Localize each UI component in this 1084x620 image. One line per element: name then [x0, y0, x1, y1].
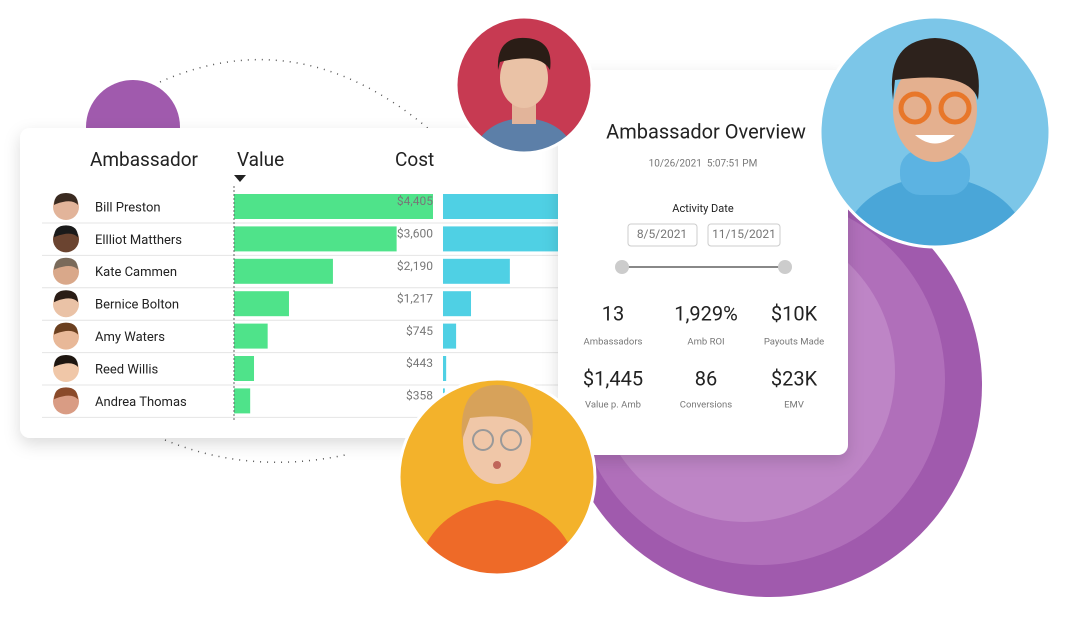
photo-border — [454, 15, 594, 155]
filter-label: Activity Date — [672, 202, 734, 215]
ambassador-name: Kate Cammen — [95, 265, 177, 280]
avatar-hair — [54, 355, 78, 367]
column-header[interactable]: Value — [237, 148, 284, 171]
photo-border — [397, 377, 597, 577]
date-input[interactable] — [627, 223, 698, 247]
kpi-label: Ambassadors — [584, 337, 643, 348]
value-bar — [234, 194, 433, 219]
slider-handle[interactable] — [778, 260, 792, 274]
value-label: $745 — [406, 324, 433, 338]
avatar-hair — [54, 387, 78, 400]
value-label: $1,217 — [397, 291, 433, 305]
ambassador-name: Bill Preston — [95, 200, 161, 215]
avatar-hair — [54, 257, 78, 270]
overview-card — [558, 70, 848, 455]
value-bar — [234, 356, 255, 381]
value-label: $358 — [406, 389, 433, 403]
ambassador-name: Reed Willis — [95, 362, 159, 377]
avatar-hair — [54, 322, 78, 335]
date-from: 8/5/2021 — [637, 227, 687, 241]
kpi-label: Amb ROI — [687, 337, 724, 348]
avatar-hair — [54, 193, 78, 205]
kpi-value: $1,445 — [583, 366, 643, 390]
slider-handle[interactable] — [615, 260, 629, 274]
column-header: Ambassador — [90, 148, 199, 171]
kpi-label: Payouts Made — [764, 337, 824, 348]
kpi-value: $23K — [771, 366, 818, 390]
value-bar — [234, 323, 268, 349]
value-bar — [234, 226, 397, 252]
value-label: $443 — [406, 356, 433, 370]
date-input[interactable] — [707, 223, 781, 247]
cost-bar — [443, 356, 447, 381]
photo — [820, 17, 1050, 247]
cost-bar — [443, 194, 559, 219]
value-bar — [234, 291, 289, 317]
avatar-hair — [54, 225, 78, 238]
avatar-hair — [54, 290, 78, 303]
kpi-value: 86 — [695, 366, 717, 390]
kpi-label: EMV — [784, 400, 804, 411]
cost-bar — [443, 323, 457, 349]
timestamp: 10/26/2021 5:07:51 PM — [649, 159, 758, 170]
value-label: $4,405 — [397, 194, 433, 208]
kpi-label: Conversions — [680, 400, 733, 411]
date-to: 11/15/2021 — [712, 227, 776, 241]
value-bar — [234, 388, 251, 414]
value-bar — [234, 258, 333, 284]
photo — [456, 17, 592, 153]
column-header: Cost — [395, 148, 434, 171]
ambassador-name: Ellliot Matthers — [95, 233, 182, 248]
ambassador-name: Andrea Thomas — [95, 395, 187, 410]
cost-bar — [443, 258, 510, 284]
cost-bars — [443, 194, 559, 414]
ambassador-name: Bernice Bolton — [95, 298, 179, 313]
ambassador-name: Amy Waters — [95, 330, 165, 345]
overview-title: Ambassador Overview — [606, 119, 806, 143]
photo — [399, 379, 595, 575]
value-label: $3,600 — [397, 227, 433, 241]
kpi-label: Value p. Amb — [585, 400, 641, 411]
kpi-value: 13 — [602, 301, 624, 325]
cost-bar — [443, 291, 472, 317]
kpi-value: 1,929% — [674, 301, 738, 325]
kpi-value: $10K — [771, 301, 818, 325]
sort-indicator[interactable] — [234, 175, 246, 182]
cost-bar — [443, 226, 559, 252]
photo-border — [818, 15, 1052, 249]
value-label: $2,190 — [397, 259, 433, 273]
